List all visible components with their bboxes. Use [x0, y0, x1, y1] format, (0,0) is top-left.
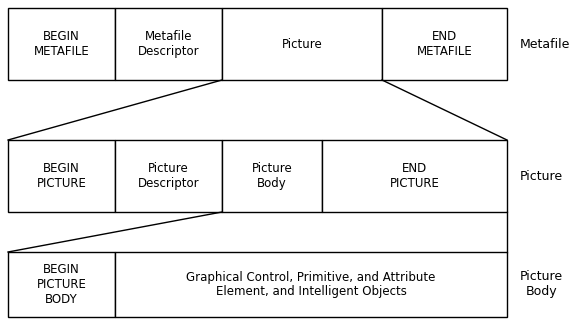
Text: END
METAFILE: END METAFILE — [417, 30, 472, 58]
Text: BEGIN
METAFILE: BEGIN METAFILE — [34, 30, 90, 58]
Bar — [8, 140, 115, 212]
Bar — [115, 252, 507, 317]
Text: Graphical Control, Primitive, and Attribute
Element, and Intelligent Objects: Graphical Control, Primitive, and Attrib… — [187, 270, 436, 298]
Text: Picture
Descriptor: Picture Descriptor — [138, 162, 199, 190]
Text: END
PICTURE: END PICTURE — [390, 162, 440, 190]
Bar — [222, 8, 382, 80]
Text: Picture: Picture — [520, 170, 563, 182]
Text: Metafile
Descriptor: Metafile Descriptor — [138, 30, 199, 58]
Bar — [322, 140, 507, 212]
Bar — [222, 140, 322, 212]
Bar — [8, 252, 115, 317]
Bar — [115, 140, 222, 212]
Bar — [382, 8, 507, 80]
Text: Picture
Body: Picture Body — [520, 270, 563, 298]
Text: Picture
Body: Picture Body — [251, 162, 292, 190]
Text: Picture: Picture — [282, 37, 323, 50]
Bar — [8, 8, 115, 80]
Text: Metafile: Metafile — [520, 37, 571, 50]
Bar — [115, 8, 222, 80]
Text: BEGIN
PICTURE: BEGIN PICTURE — [37, 162, 87, 190]
Text: BEGIN
PICTURE
BODY: BEGIN PICTURE BODY — [37, 263, 87, 306]
